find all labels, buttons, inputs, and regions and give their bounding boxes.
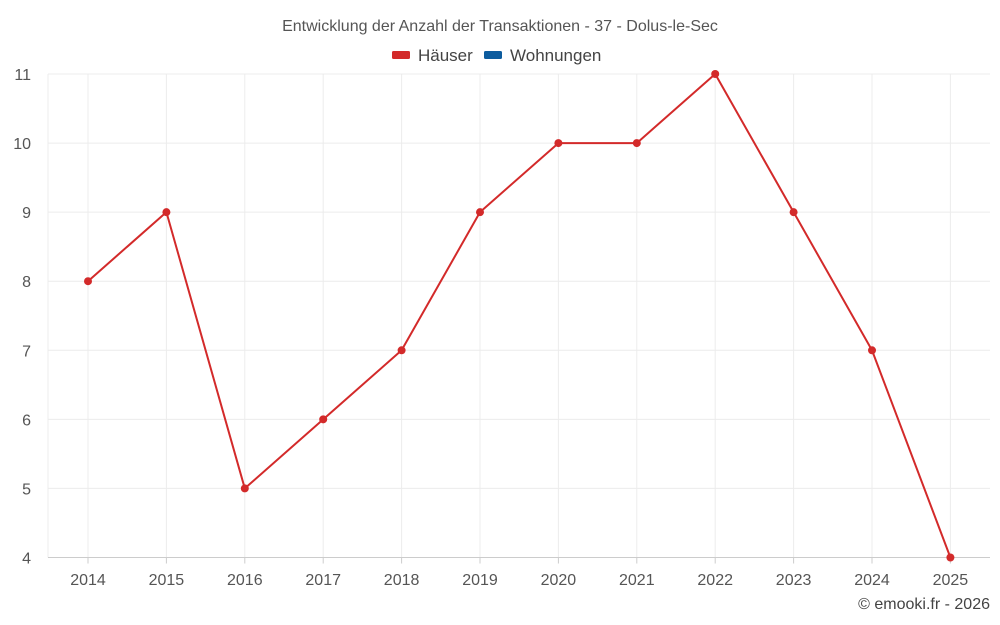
- legend: Häuser Wohnungen: [392, 46, 601, 65]
- data-point[interactable]: [868, 346, 876, 355]
- y-tick-label: 4: [22, 551, 31, 568]
- y-axis: 4 5 6 7 8 9 10 11: [13, 67, 31, 568]
- series-line-0: [87, 73, 952, 558]
- data-point[interactable]: [946, 553, 955, 562]
- x-tick-label: 2017: [305, 572, 341, 589]
- x-tick-label: 2019: [462, 572, 498, 589]
- data-point[interactable]: [162, 208, 171, 217]
- legend-swatch-haeuser[interactable]: [392, 51, 410, 59]
- series-layer: [84, 70, 955, 562]
- legend-label-haeuser[interactable]: Häuser: [418, 46, 473, 65]
- chart-title: Entwicklung der Anzahl der Transaktionen…: [282, 18, 718, 35]
- x-axis: 2014 2015 2016 2017 2018 2019 2020 2021 2022 2023…: [48, 557, 990, 589]
- data-point[interactable]: [789, 208, 798, 217]
- y-tick-label: 10: [13, 136, 31, 153]
- x-tick-label: 2016: [227, 572, 263, 589]
- data-point[interactable]: [240, 484, 249, 493]
- x-tick-label: 2021: [619, 572, 655, 589]
- x-tick-label: 2020: [541, 572, 577, 589]
- data-point[interactable]: [397, 346, 406, 355]
- data-point[interactable]: [554, 139, 563, 148]
- legend-swatch-wohnungen[interactable]: [484, 51, 502, 59]
- data-point[interactable]: [711, 70, 720, 78]
- x-tick-label: 2024: [854, 572, 890, 589]
- x-tick-label: 2015: [149, 572, 185, 589]
- y-tick-label: 11: [14, 67, 31, 84]
- legend-label-wohnungen[interactable]: Wohnungen: [510, 46, 601, 65]
- x-tick-label: 2025: [933, 572, 969, 589]
- y-tick-label: 8: [22, 274, 31, 291]
- credit-text: © emooki.fr - 2026: [858, 596, 990, 613]
- x-tick-label: 2022: [697, 572, 733, 589]
- y-tick-label: 6: [22, 412, 31, 429]
- y-tick-label: 5: [22, 481, 31, 498]
- y-tick-label: 9: [22, 205, 31, 222]
- y-tick-label: 7: [22, 343, 31, 360]
- x-tick-label: 2014: [70, 572, 106, 589]
- x-tick-label: 2018: [384, 572, 420, 589]
- data-point[interactable]: [84, 277, 92, 286]
- data-point[interactable]: [476, 208, 484, 217]
- x-tick-label: 2023: [776, 572, 812, 589]
- grid: [47, 73, 990, 558]
- data-point[interactable]: [632, 139, 641, 148]
- data-point[interactable]: [319, 415, 328, 424]
